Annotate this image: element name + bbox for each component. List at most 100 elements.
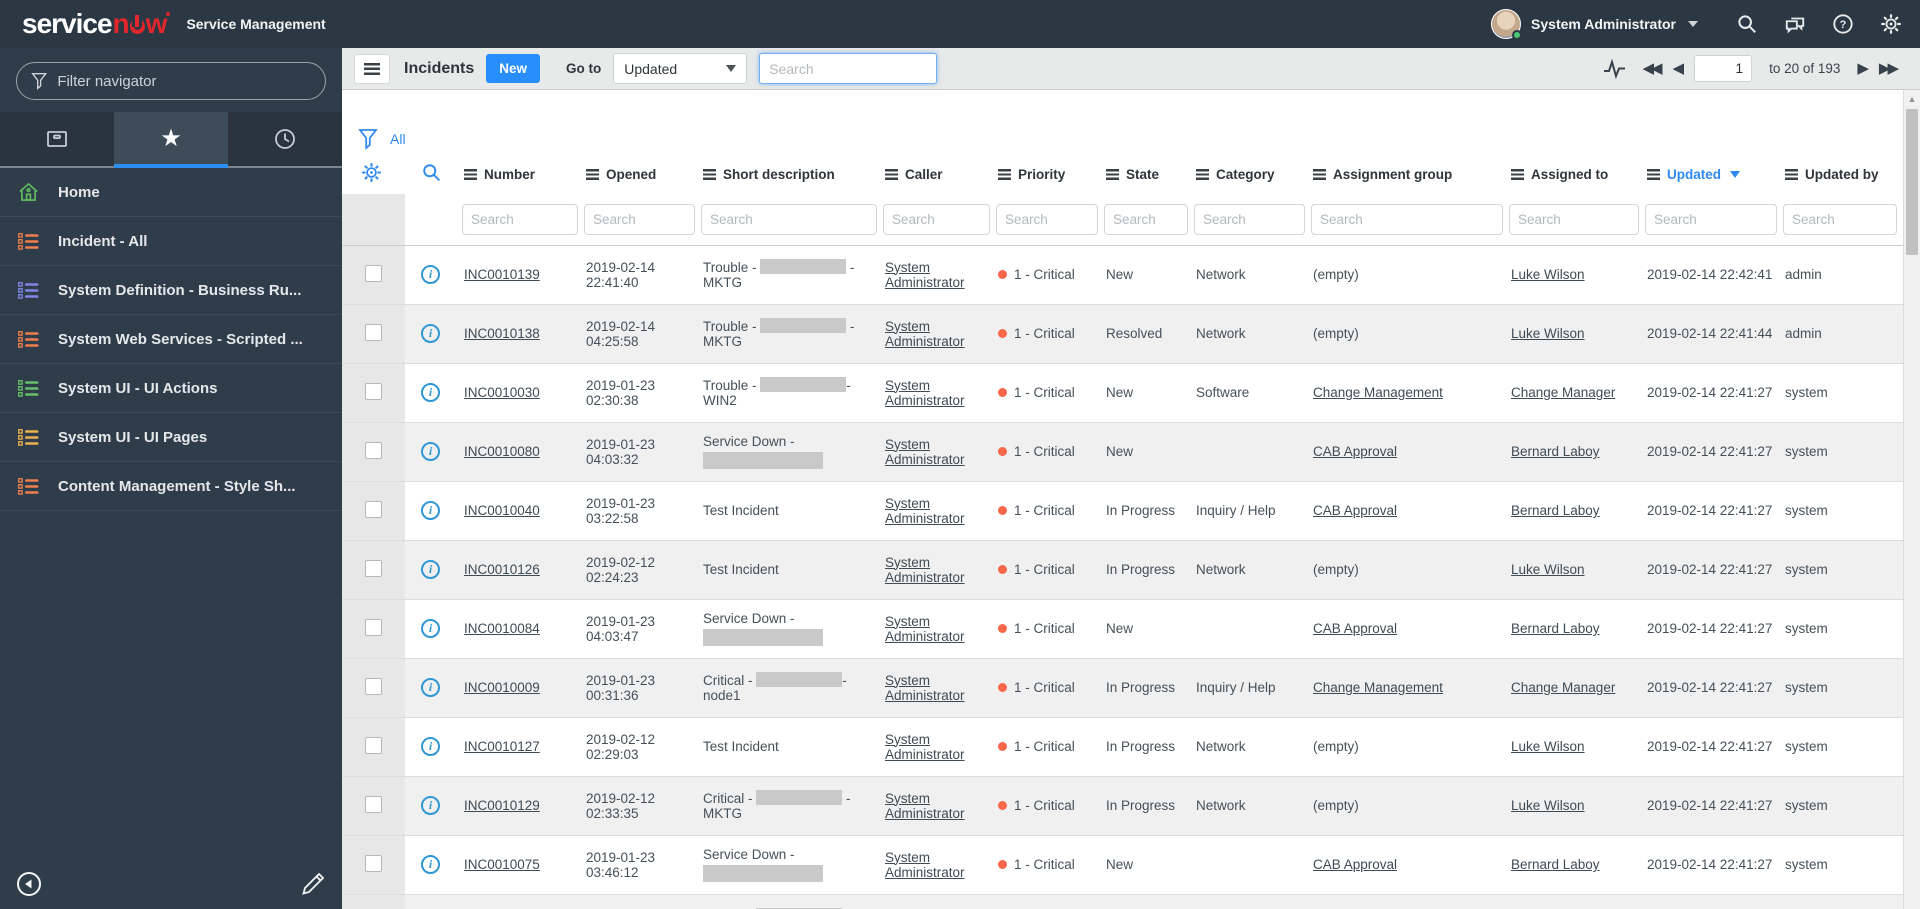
caller-link[interactable]: System Administrator	[885, 495, 965, 526]
row-checkbox[interactable]	[365, 618, 382, 636]
column-header-button[interactable]: Assigned to	[1511, 167, 1639, 182]
sidebar-item-incident-all[interactable]: Incident - All	[0, 217, 342, 266]
row-checkbox[interactable]	[365, 795, 382, 813]
column-header-button[interactable]: Short description	[703, 167, 877, 182]
column-search-input[interactable]	[996, 203, 1098, 235]
row-checkbox[interactable]	[365, 500, 382, 518]
info-icon[interactable]: i	[421, 737, 440, 756]
assigned-to-link[interactable]: Luke Wilson	[1511, 739, 1585, 754]
column-search-input[interactable]	[584, 203, 695, 235]
tab-all-applications[interactable]	[0, 112, 114, 166]
caller-link[interactable]: System Administrator	[885, 318, 965, 349]
row-checkbox[interactable]	[365, 736, 382, 754]
column-header-button[interactable]: Updated	[1647, 167, 1777, 182]
assigned-to-link[interactable]: Luke Wilson	[1511, 267, 1585, 282]
caller-link[interactable]: System Administrator	[885, 613, 965, 644]
activity-stream-icon[interactable]	[1603, 58, 1629, 80]
column-header-button[interactable]: Number	[464, 167, 578, 182]
caller-link[interactable]: System Administrator	[885, 731, 965, 762]
column-header-button[interactable]: Priority	[998, 167, 1098, 182]
caller-link[interactable]: System Administrator	[885, 436, 965, 467]
next-page-button[interactable]: ▶	[1857, 60, 1868, 77]
caller-link[interactable]: System Administrator	[885, 377, 965, 408]
incident-number-link[interactable]: INC0010080	[464, 444, 540, 459]
vertical-scrollbar[interactable]: ▲	[1903, 90, 1920, 909]
assignment-group-link[interactable]: Change Management	[1313, 680, 1443, 695]
edit-favorites-pencil-icon[interactable]	[300, 871, 326, 897]
caller-link[interactable]: System Administrator	[885, 849, 965, 880]
row-checkbox[interactable]	[365, 677, 382, 695]
info-icon[interactable]: i	[421, 619, 440, 638]
assigned-to-link[interactable]: Bernard Laboy	[1511, 444, 1600, 459]
sidebar-item-system-web-services-scripted[interactable]: System Web Services - Scripted ...	[0, 315, 342, 364]
goto-select[interactable]: Updated	[613, 53, 748, 84]
column-search-input[interactable]	[883, 203, 990, 235]
row-checkbox[interactable]	[365, 264, 382, 282]
incident-number-link[interactable]: INC0010139	[464, 267, 540, 282]
column-search-input[interactable]	[1783, 203, 1897, 235]
incident-number-link[interactable]: INC0010127	[464, 739, 540, 754]
previous-page-button[interactable]: ◀	[1672, 60, 1684, 77]
column-search-input[interactable]	[462, 203, 578, 235]
info-icon[interactable]: i	[421, 855, 440, 874]
row-checkbox[interactable]	[365, 559, 382, 577]
column-search-input[interactable]	[701, 203, 877, 235]
column-header-button[interactable]: Caller	[885, 167, 990, 182]
info-icon[interactable]: i	[421, 678, 440, 697]
column-header-button[interactable]: Updated by	[1785, 167, 1897, 182]
gear-icon[interactable]	[1880, 13, 1902, 35]
info-icon[interactable]: i	[421, 324, 440, 343]
incident-number-link[interactable]: INC0010084	[464, 621, 540, 636]
column-search-input[interactable]	[1311, 203, 1503, 235]
incident-number-link[interactable]: INC0010030	[464, 385, 540, 400]
column-search-input[interactable]	[1194, 203, 1305, 235]
tab-favorites[interactable]: ★	[114, 112, 228, 168]
search-icon[interactable]	[1736, 13, 1758, 35]
first-page-button[interactable]: ◀◀	[1642, 60, 1662, 77]
column-search-input[interactable]	[1104, 203, 1188, 235]
filter-navigator-input[interactable]	[57, 72, 311, 90]
scrollbar-thumb[interactable]	[1906, 109, 1918, 255]
incident-number-link[interactable]: INC0010129	[464, 798, 540, 813]
incident-number-link[interactable]: INC0010075	[464, 857, 540, 872]
column-header-button[interactable]: Category	[1196, 167, 1305, 182]
column-header-button[interactable]: Assignment group	[1313, 167, 1503, 182]
page-number-input[interactable]	[1694, 55, 1753, 82]
row-checkbox[interactable]	[365, 382, 382, 400]
incident-number-link[interactable]: INC0010138	[464, 326, 540, 341]
info-icon[interactable]: i	[421, 442, 440, 461]
caller-link[interactable]: System Administrator	[885, 790, 965, 821]
row-checkbox[interactable]	[365, 441, 382, 459]
sidebar-item-content-management-style-sh[interactable]: Content Management - Style Sh...	[0, 462, 342, 511]
user-menu[interactable]: System Administrator	[1491, 9, 1698, 40]
assignment-group-link[interactable]: CAB Approval	[1313, 503, 1398, 518]
info-icon[interactable]: i	[421, 796, 440, 815]
info-icon[interactable]: i	[421, 560, 440, 579]
caller-link[interactable]: System Administrator	[885, 554, 965, 585]
info-icon[interactable]: i	[421, 265, 440, 284]
column-search-input[interactable]	[1509, 203, 1639, 235]
connect-chat-icon[interactable]	[1784, 13, 1806, 35]
info-icon[interactable]: i	[421, 383, 440, 402]
help-icon[interactable]: ?	[1832, 13, 1854, 35]
incident-number-link[interactable]: INC0010126	[464, 562, 540, 577]
info-icon[interactable]: i	[421, 501, 440, 520]
assigned-to-link[interactable]: Bernard Laboy	[1511, 621, 1600, 636]
sidebar-item-system-ui-ui-pages[interactable]: System UI - UI Pages	[0, 413, 342, 462]
assignment-group-link[interactable]: CAB Approval	[1313, 444, 1398, 459]
column-search-input[interactable]	[1645, 203, 1777, 235]
list-context-menu-button[interactable]	[354, 53, 390, 84]
assigned-to-link[interactable]: Bernard Laboy	[1511, 857, 1600, 872]
last-page-button[interactable]: ▶▶	[1878, 60, 1899, 77]
scroll-up-arrow[interactable]: ▲	[1907, 93, 1917, 104]
filter-funnel-icon[interactable]	[358, 128, 378, 150]
assigned-to-link[interactable]: Change Manager	[1511, 385, 1616, 400]
row-checkbox[interactable]	[365, 854, 382, 872]
assignment-group-link[interactable]: Change Management	[1313, 385, 1443, 400]
sidebar-item-system-ui-ui-actions[interactable]: System UI - UI Actions	[0, 364, 342, 413]
sidebar-item-system-definition-business-ru[interactable]: System Definition - Business Ru...	[0, 266, 342, 315]
caller-link[interactable]: System Administrator	[885, 672, 965, 703]
column-header-button[interactable]: State	[1106, 167, 1188, 182]
new-button[interactable]: New	[486, 54, 540, 83]
column-search-toggle-icon[interactable]	[421, 162, 442, 183]
